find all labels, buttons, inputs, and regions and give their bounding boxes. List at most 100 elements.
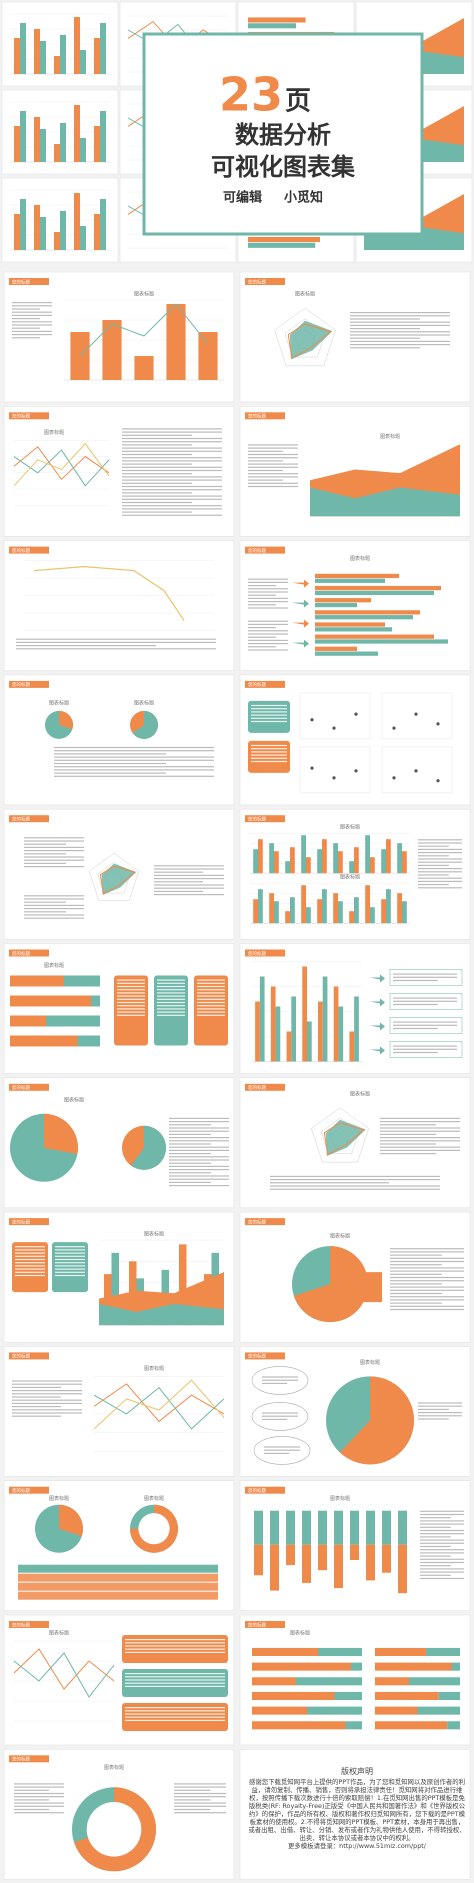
text-line: [251, 748, 287, 750]
arrow: [370, 1046, 385, 1055]
text-line: [117, 982, 145, 984]
text-line: [418, 880, 462, 882]
stack-bar: [302, 1544, 311, 1583]
text-line: [24, 917, 84, 919]
chart-title: 图表标题: [64, 1096, 84, 1103]
text-line: [12, 327, 40, 329]
text-line: [12, 1393, 82, 1395]
bar: [322, 889, 327, 924]
text-line: [125, 1713, 225, 1715]
arrow: [292, 619, 309, 628]
bar: [74, 105, 80, 162]
hbar: [10, 1035, 78, 1047]
text-line: [169, 1165, 229, 1167]
text-line: [169, 1153, 211, 1155]
bar: [259, 976, 265, 1062]
bar: [317, 849, 322, 874]
text-line: [174, 1789, 211, 1791]
bar: [318, 1001, 323, 1062]
hbar: [252, 1647, 318, 1656]
text-line: [16, 648, 216, 650]
hbar: [417, 1706, 460, 1715]
chart-title: 图表标题: [134, 291, 154, 298]
bar: [381, 899, 386, 924]
text-line: [54, 766, 214, 768]
text-line: [55, 1252, 85, 1254]
text-line: [262, 1379, 298, 1381]
text-line: [380, 1130, 460, 1132]
hbar: [375, 1721, 448, 1730]
text-line: [14, 1805, 64, 1807]
bar: [306, 857, 311, 874]
text-line: [54, 769, 214, 771]
pie-slice: [132, 710, 159, 739]
slide: [239, 271, 471, 403]
text-line: [248, 453, 298, 456]
chart-title: 图表标题: [104, 1764, 124, 1771]
text-line: [55, 1249, 85, 1251]
text-line: [418, 861, 462, 863]
bar: [365, 835, 370, 874]
bar: [306, 907, 311, 924]
text-line: [418, 842, 462, 844]
bar: [255, 1001, 260, 1062]
bar: [102, 320, 122, 380]
slide-tab-label: 您的标题: [12, 1218, 30, 1225]
text-line: [393, 1045, 457, 1047]
text-line: [122, 476, 222, 478]
text-line: [122, 469, 222, 472]
bar: [402, 901, 407, 924]
bar: [100, 23, 106, 74]
text-line: [197, 985, 225, 988]
text-line: [12, 302, 52, 304]
arrow: [292, 599, 309, 608]
text-line: [169, 1130, 229, 1132]
chart-title: 图表标题: [49, 699, 69, 706]
text-line: [12, 1396, 61, 1398]
stack-bar: [318, 1544, 327, 1571]
text-line: [55, 1274, 85, 1277]
text-line: [197, 989, 225, 991]
text-line: [418, 874, 449, 876]
slide-tab: [9, 278, 49, 285]
text-line: [251, 744, 287, 747]
text-line: [122, 514, 222, 516]
text-line: [169, 1159, 229, 1161]
text-line: [117, 1005, 145, 1007]
text-line: [55, 1246, 85, 1248]
text-line: [122, 431, 222, 433]
text-line: [55, 1262, 85, 1264]
text-line: [251, 704, 287, 707]
bar: [40, 41, 46, 74]
text-line: [350, 315, 450, 317]
bar: [275, 1006, 281, 1062]
bar: [338, 1006, 344, 1062]
text-line: [248, 485, 298, 488]
point: [392, 726, 396, 730]
stack-bar: [334, 1544, 343, 1589]
chart-title: 图表标题: [340, 874, 360, 881]
slide-tab: [245, 1218, 285, 1226]
bar: [60, 211, 66, 250]
hbar: [315, 585, 441, 591]
hbar: [10, 1015, 46, 1027]
arrow: [292, 579, 309, 588]
text-line: [55, 1258, 85, 1261]
text-line: [390, 1260, 464, 1263]
text-line: [248, 444, 298, 446]
chart-title: 图表标题: [44, 962, 64, 969]
radar-area: [287, 323, 332, 359]
text-line: [54, 759, 214, 761]
slide-tab: [9, 1486, 49, 1494]
stack-bar: [254, 1510, 263, 1545]
text-line: [350, 344, 450, 346]
bar: [269, 843, 274, 874]
text-line: [380, 1140, 460, 1142]
chart-title: 图表标题: [360, 1359, 380, 1366]
bar: [349, 1031, 355, 1062]
point: [414, 712, 418, 716]
hbar: [315, 578, 385, 583]
text-line: [122, 505, 222, 507]
bar: [333, 986, 339, 1062]
text-line: [420, 1513, 464, 1516]
